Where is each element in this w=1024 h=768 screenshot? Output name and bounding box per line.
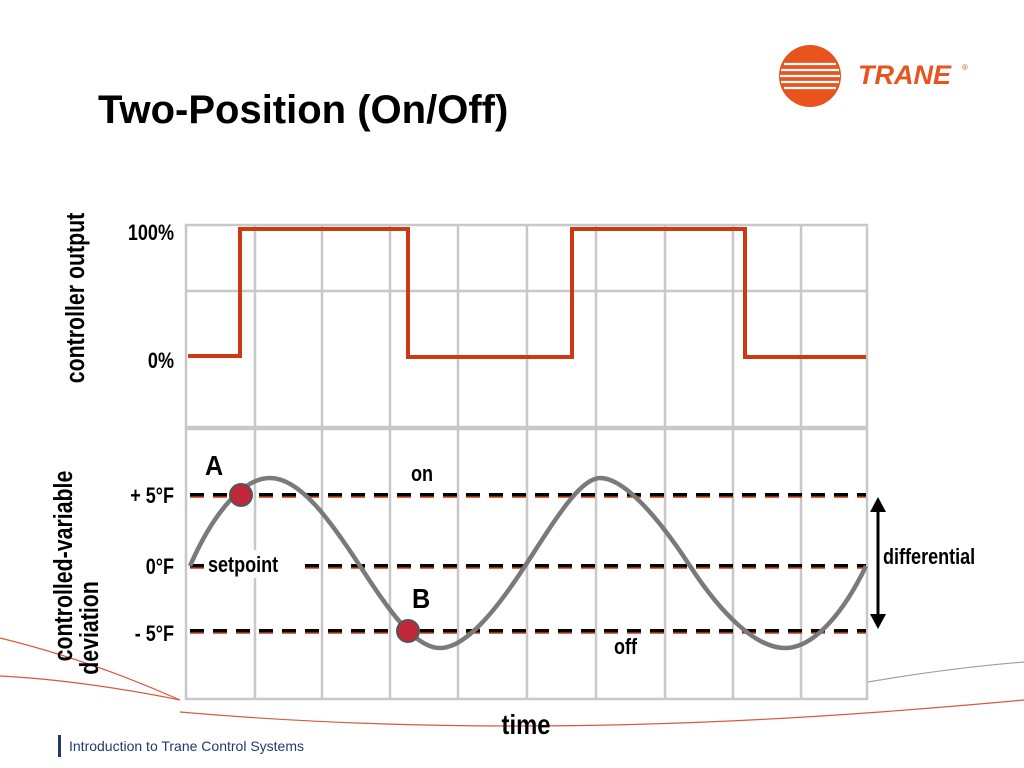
setpoint-label-bg: [204, 550, 302, 578]
controlled-variable-wave: [187, 475, 869, 651]
controller-output-line: [188, 227, 866, 359]
output-grid: [184, 223, 869, 429]
logo-wordmark: TRANE: [858, 60, 952, 90]
time-xlabel: time: [502, 708, 551, 740]
point-b-label: B: [412, 583, 430, 615]
threshold-lines: [190, 493, 866, 634]
trane-logo: TRANE ®: [779, 45, 968, 107]
footer-text: Introduction to Trane Control Systems: [69, 738, 304, 754]
footer: Introduction to Trane Control Systems: [58, 734, 304, 758]
output-ylabel: controller output: [61, 213, 91, 384]
deviation-ylabel-line1: controlled-variable: [49, 471, 79, 662]
tick-minus-5f: - 5°F: [135, 622, 174, 646]
tick-plus-5f: + 5°F: [130, 484, 174, 508]
off-label: off: [614, 635, 637, 659]
tick-100-percent: 100%: [128, 221, 174, 245]
on-label: on: [411, 462, 433, 486]
setpoint-label: setpoint: [208, 553, 278, 577]
tick-0-percent: 0%: [148, 349, 174, 373]
differential-label: differential: [883, 545, 975, 569]
point-b-marker: [396, 619, 420, 643]
deviation-ylabel-line2: deviation: [75, 581, 105, 675]
trane-circle-logo-icon: [779, 45, 841, 107]
registered-mark: ®: [962, 63, 968, 72]
differential-arrow: [870, 497, 886, 629]
slide-title: Two-Position (On/Off): [98, 88, 509, 132]
background-swoosh: [0, 637, 1024, 727]
point-a-marker: [229, 483, 253, 507]
point-a-label: A: [205, 450, 223, 482]
tick-0f: 0°F: [146, 555, 174, 579]
footer-divider: [58, 735, 61, 757]
